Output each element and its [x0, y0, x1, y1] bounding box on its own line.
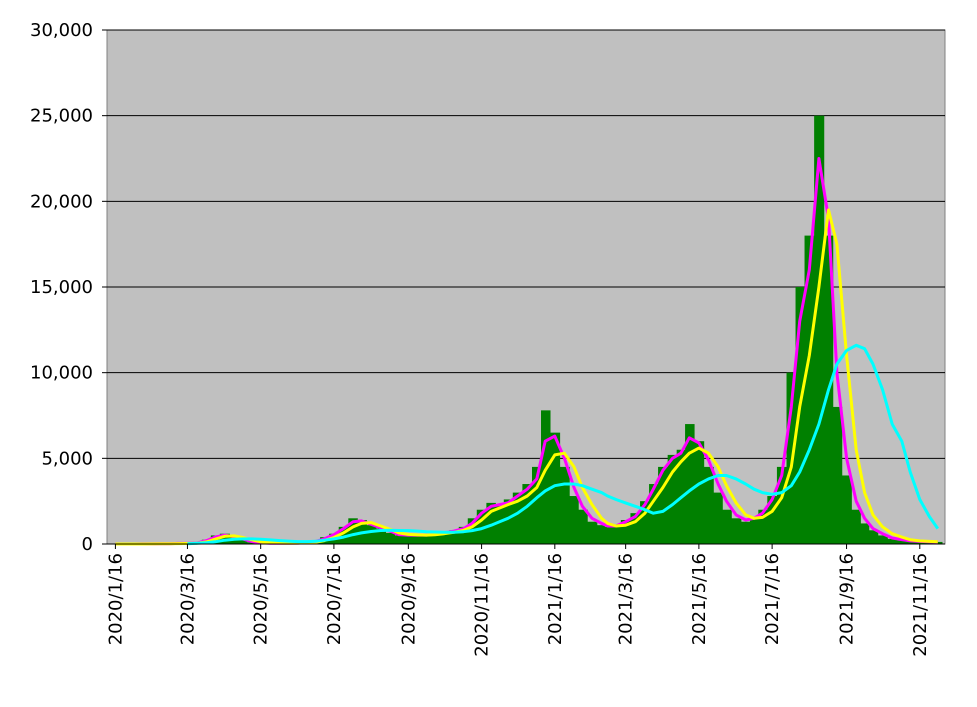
- bar: [905, 541, 916, 544]
- x-tick-label: 2020/1/16: [105, 553, 126, 645]
- x-tick-label: 2020/3/16: [177, 553, 198, 645]
- bar: [611, 525, 622, 544]
- bar: [776, 466, 788, 544]
- bar: [877, 535, 888, 544]
- bar: [896, 540, 907, 544]
- bar: [749, 516, 759, 544]
- bar: [767, 496, 778, 544]
- x-tick-label: 2021/1/16: [545, 553, 566, 645]
- bar: [740, 521, 751, 544]
- x-tick-label: 2021/7/16: [762, 553, 783, 645]
- x-tick-label: 2021/5/16: [689, 553, 710, 645]
- x-tick-label: 2020/9/16: [398, 553, 419, 645]
- bar: [430, 533, 441, 544]
- bar: [413, 534, 423, 544]
- bar: [476, 509, 487, 544]
- bar: [449, 530, 460, 544]
- bar: [860, 523, 870, 544]
- bar: [587, 521, 598, 544]
- bar: [685, 424, 695, 544]
- bar: [933, 541, 943, 544]
- bar: [578, 509, 588, 544]
- bar: [868, 530, 879, 544]
- y-tick-label: 10,000: [30, 363, 93, 384]
- bar: [522, 484, 533, 544]
- bar: [385, 532, 396, 544]
- x-tick-label: 2021/9/16: [837, 553, 858, 645]
- bar: [532, 466, 542, 544]
- bar: [458, 526, 469, 544]
- bar: [731, 518, 742, 544]
- bar: [658, 466, 669, 544]
- bar: [503, 499, 514, 544]
- bar: [722, 509, 732, 544]
- bar: [851, 509, 861, 544]
- bar: [559, 466, 570, 544]
- bar: [620, 520, 631, 544]
- bar: [550, 432, 561, 544]
- bar: [541, 410, 551, 544]
- bar: [667, 454, 678, 544]
- bar: [804, 235, 815, 544]
- bar: [604, 526, 613, 544]
- bar: [403, 535, 414, 544]
- x-tick-label: 2020/5/16: [251, 553, 272, 645]
- x-tick-label: 2021/3/16: [616, 553, 637, 645]
- y-tick-label: 30,000: [30, 20, 93, 41]
- bar: [348, 518, 358, 544]
- bar: [832, 406, 843, 544]
- bar: [596, 525, 606, 544]
- bar: [640, 501, 650, 544]
- bar: [338, 526, 349, 544]
- bar: [366, 525, 377, 544]
- x-tick-label: 2020/7/16: [324, 553, 345, 645]
- y-tick-label: 20,000: [30, 191, 93, 212]
- bar: [795, 287, 806, 544]
- bar: [694, 441, 705, 544]
- bar: [713, 492, 723, 544]
- line-series: [115, 157, 938, 546]
- bar: [486, 502, 496, 544]
- bar: [569, 496, 579, 544]
- bar: [375, 528, 387, 544]
- y-tick-label: 5,000: [41, 448, 93, 469]
- x-tick-label: 2021/11/16: [910, 553, 931, 657]
- bar: [630, 513, 641, 544]
- bar: [394, 535, 405, 544]
- line-series: [187, 343, 940, 546]
- bar: [758, 509, 768, 544]
- bar: [495, 504, 505, 544]
- bar: [841, 475, 852, 544]
- bar: [887, 538, 898, 544]
- y-tick-label: 15,000: [30, 277, 93, 298]
- y-tick-label: 25,000: [30, 106, 93, 127]
- bar: [439, 532, 450, 544]
- bar: [512, 492, 523, 544]
- y-tick-label: 0: [82, 534, 93, 555]
- bar: [246, 542, 257, 544]
- x-tick-label: 2020/11/16: [472, 553, 493, 657]
- bar: [422, 535, 432, 544]
- bar: [238, 539, 248, 544]
- bar: [703, 466, 714, 544]
- bar: [814, 115, 825, 545]
